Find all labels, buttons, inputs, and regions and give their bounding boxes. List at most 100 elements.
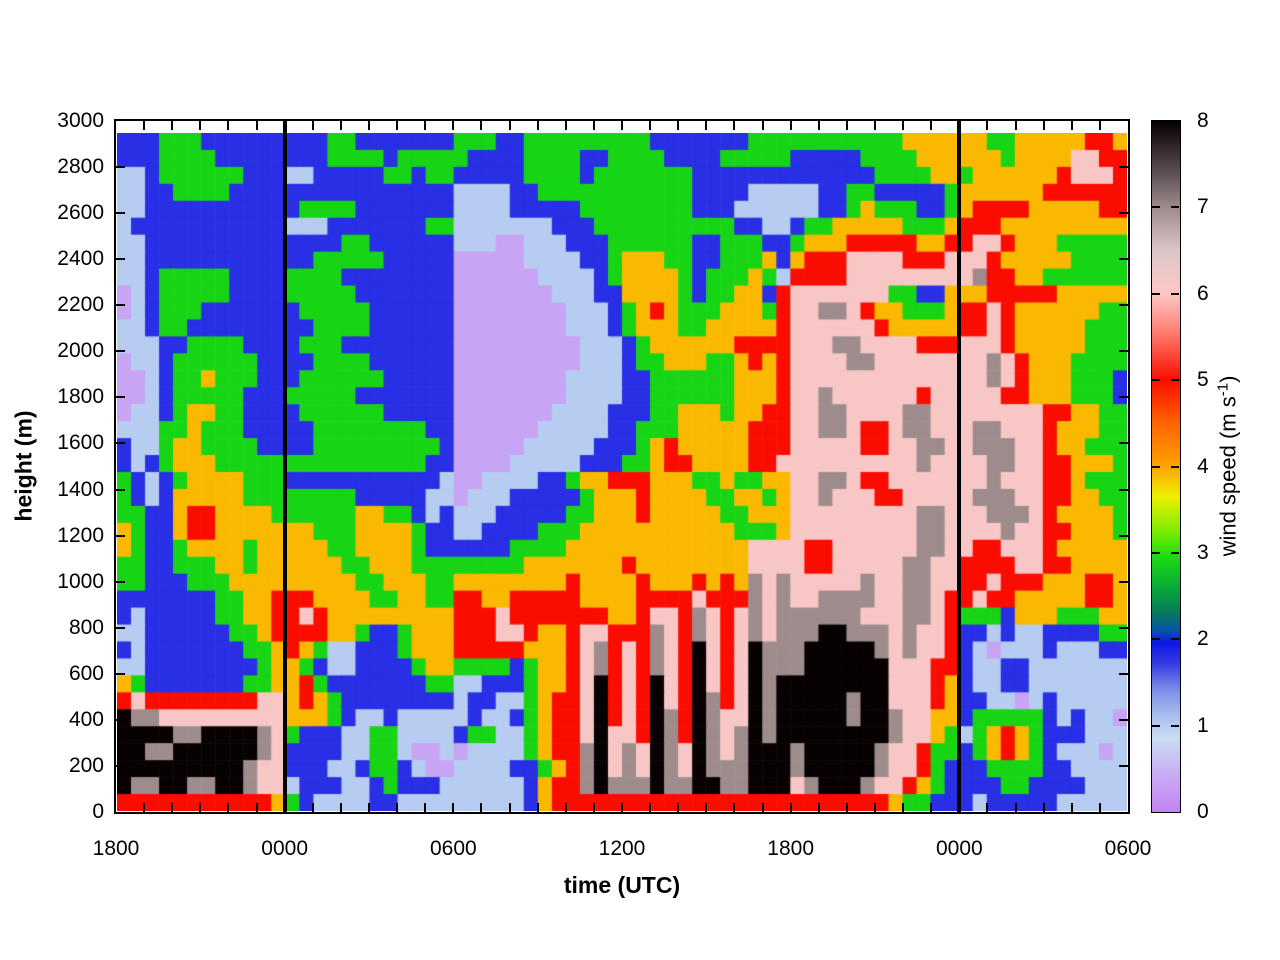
colorbar-tick bbox=[1171, 206, 1179, 209]
x-minor-tick-bottom bbox=[1015, 803, 1017, 812]
y-tick-left bbox=[116, 581, 125, 583]
y-tick-label: 800 bbox=[68, 615, 104, 639]
colorbar-tick bbox=[1152, 638, 1160, 641]
x-minor-tick-bottom bbox=[733, 803, 735, 812]
x-minor-tick-bottom bbox=[677, 803, 679, 812]
x-minor-tick-top bbox=[958, 121, 960, 130]
colorbar-tick-label: 0 bbox=[1197, 800, 1209, 823]
x-minor-tick-bottom bbox=[621, 803, 623, 812]
x-minor-tick-bottom bbox=[312, 803, 314, 812]
y-tick-label: 2200 bbox=[57, 293, 104, 317]
colorbar-tick bbox=[1171, 551, 1179, 554]
x-minor-tick-top bbox=[396, 121, 398, 130]
colorbar-tick-label: 1 bbox=[1197, 713, 1209, 737]
x-minor-tick-top bbox=[874, 121, 876, 130]
x-tick-label: 0000 bbox=[935, 837, 983, 860]
x-minor-tick-bottom bbox=[790, 803, 792, 812]
x-minor-tick-top bbox=[930, 121, 932, 130]
y-tick-left bbox=[116, 719, 125, 721]
x-tick-label: 1800 bbox=[767, 837, 815, 860]
colorbar-tick bbox=[1171, 724, 1179, 727]
y-tick-left bbox=[116, 673, 125, 675]
x-minor-tick-top bbox=[986, 121, 988, 130]
y-tick-right bbox=[1119, 258, 1128, 260]
y-tick-left bbox=[116, 166, 125, 168]
colorbar-tick-label: 3 bbox=[1197, 540, 1209, 564]
y-tick-right bbox=[1119, 304, 1128, 306]
x-minor-tick-top bbox=[537, 121, 539, 130]
colorbar-tick bbox=[1152, 379, 1160, 382]
y-tick-label: 2000 bbox=[57, 339, 104, 363]
x-minor-tick-top bbox=[1071, 121, 1073, 130]
y-tick-label: 1600 bbox=[57, 431, 104, 455]
x-minor-tick-bottom bbox=[874, 803, 876, 812]
colorbar-tick bbox=[1171, 379, 1179, 382]
x-minor-tick-top bbox=[1099, 121, 1101, 130]
x-minor-tick-bottom bbox=[649, 803, 651, 812]
y-tick-right bbox=[1119, 627, 1128, 629]
x-minor-tick-top bbox=[199, 121, 201, 130]
x-minor-tick-top bbox=[818, 121, 820, 130]
y-axis-title: height (m) bbox=[10, 410, 37, 522]
colorbar-title: wind speed (m s-1) bbox=[1214, 375, 1241, 557]
x-minor-tick-bottom bbox=[199, 803, 201, 812]
x-minor-tick-top bbox=[621, 121, 623, 130]
x-minor-tick-top bbox=[452, 121, 454, 130]
y-tick-right bbox=[1119, 166, 1128, 168]
x-minor-tick-top bbox=[284, 121, 286, 130]
midnight-line bbox=[957, 121, 962, 812]
y-tick-left bbox=[116, 765, 125, 767]
x-minor-tick-bottom bbox=[480, 803, 482, 812]
colorbar-tick bbox=[1171, 638, 1179, 641]
y-tick-left bbox=[116, 304, 125, 306]
y-tick-label: 1000 bbox=[57, 569, 104, 593]
x-minor-tick-bottom bbox=[256, 803, 258, 812]
x-minor-tick-top bbox=[424, 121, 426, 130]
colorbar-tick bbox=[1152, 292, 1160, 295]
x-minor-tick-top bbox=[480, 121, 482, 130]
x-minor-tick-top bbox=[143, 121, 145, 130]
x-minor-tick-bottom bbox=[705, 803, 707, 812]
x-tick-label: 0600 bbox=[429, 837, 477, 860]
x-tick-label: 1200 bbox=[598, 837, 646, 860]
y-tick-label: 1200 bbox=[57, 523, 104, 547]
colorbar-tick bbox=[1171, 292, 1179, 295]
x-minor-tick-bottom bbox=[846, 803, 848, 812]
y-tick-left bbox=[116, 442, 125, 444]
colorbar-tick-label: 5 bbox=[1197, 368, 1209, 392]
x-minor-tick-top bbox=[227, 121, 229, 130]
x-minor-tick-top bbox=[705, 121, 707, 130]
x-minor-tick-top bbox=[846, 121, 848, 130]
x-minor-tick-bottom bbox=[818, 803, 820, 812]
y-tick-right bbox=[1119, 581, 1128, 583]
y-tick-left bbox=[116, 627, 125, 629]
y-tick-label: 2800 bbox=[57, 155, 104, 179]
y-tick-right bbox=[1119, 212, 1128, 214]
colorbar-tick-label: 4 bbox=[1197, 454, 1209, 478]
x-minor-tick-top bbox=[649, 121, 651, 130]
x-minor-tick-top bbox=[902, 121, 904, 130]
x-minor-tick-bottom bbox=[368, 803, 370, 812]
colorbar-tick-label: 2 bbox=[1197, 627, 1209, 651]
x-minor-tick-top bbox=[340, 121, 342, 130]
y-tick-right bbox=[1119, 442, 1128, 444]
x-minor-tick-bottom bbox=[1043, 803, 1045, 812]
x-minor-tick-bottom bbox=[227, 803, 229, 812]
x-minor-tick-bottom bbox=[902, 803, 904, 812]
y-tick-label: 1400 bbox=[57, 477, 104, 501]
x-minor-tick-top bbox=[171, 121, 173, 130]
heatmap-canvas bbox=[117, 133, 1127, 811]
x-tick-label: 1800 bbox=[92, 837, 140, 860]
y-tick-right bbox=[1119, 535, 1128, 537]
colorbar-tick bbox=[1171, 465, 1179, 468]
x-minor-tick-bottom bbox=[284, 803, 286, 812]
x-tick-label: 0600 bbox=[1104, 837, 1152, 860]
y-tick-left bbox=[116, 350, 125, 352]
colorbar-tick bbox=[1152, 724, 1160, 727]
x-minor-tick-bottom bbox=[930, 803, 932, 812]
x-tick-label: 0000 bbox=[261, 837, 309, 860]
y-tick-right bbox=[1119, 396, 1128, 398]
colorbar-tick bbox=[1152, 465, 1160, 468]
x-minor-tick-bottom bbox=[1099, 803, 1101, 812]
